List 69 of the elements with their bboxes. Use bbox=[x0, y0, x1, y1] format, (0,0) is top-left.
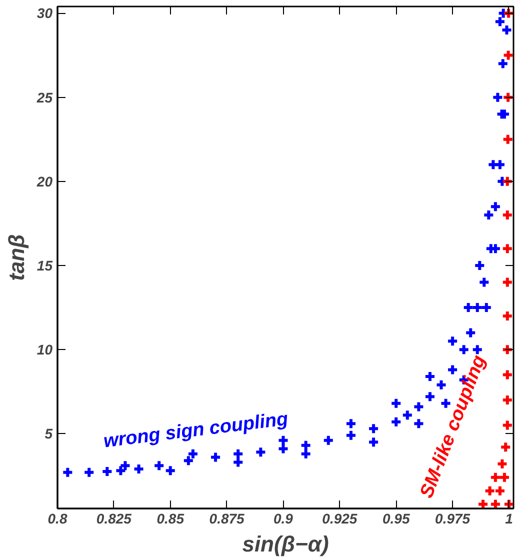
point bbox=[344, 429, 357, 442]
point bbox=[502, 49, 514, 62]
x-tick-label: 0.975 bbox=[435, 510, 470, 526]
point bbox=[501, 242, 514, 255]
point bbox=[424, 390, 436, 403]
point bbox=[477, 498, 490, 508]
point bbox=[412, 400, 425, 413]
y-tick-label: 10 bbox=[36, 342, 53, 358]
point bbox=[164, 464, 176, 477]
point bbox=[471, 344, 484, 356]
y-tick-label: 20 bbox=[36, 173, 53, 190]
y-tick-label: 25 bbox=[36, 89, 53, 106]
x-tick-label: 0.85 bbox=[156, 510, 184, 526]
y-axis-title: tanβ bbox=[4, 234, 29, 281]
point bbox=[464, 326, 477, 339]
point bbox=[210, 451, 222, 464]
point bbox=[489, 471, 502, 484]
x-axis-title: sin(β−α) bbox=[242, 532, 329, 556]
point bbox=[502, 91, 514, 104]
point bbox=[501, 419, 514, 432]
y-tick-label: 15 bbox=[36, 257, 53, 274]
x-tick-label: 0.9 bbox=[274, 510, 294, 526]
point bbox=[487, 158, 500, 171]
x-tick-label: 0.925 bbox=[322, 510, 358, 526]
point bbox=[435, 378, 448, 391]
point bbox=[502, 7, 514, 20]
point bbox=[322, 434, 334, 446]
point bbox=[101, 466, 114, 478]
point bbox=[232, 448, 244, 460]
point bbox=[368, 436, 380, 448]
point bbox=[496, 458, 508, 470]
point bbox=[496, 58, 509, 70]
point bbox=[502, 133, 514, 146]
point bbox=[390, 397, 402, 410]
point bbox=[502, 498, 514, 508]
point bbox=[277, 442, 290, 455]
point bbox=[501, 344, 514, 356]
point bbox=[401, 409, 414, 422]
point bbox=[500, 441, 512, 454]
point bbox=[494, 484, 506, 497]
y-tick-label: 5 bbox=[44, 426, 53, 442]
x-tick-label: 0.8 bbox=[48, 510, 68, 526]
point bbox=[390, 416, 402, 428]
point bbox=[484, 484, 496, 497]
x-tick-label: 0.95 bbox=[382, 510, 410, 526]
point bbox=[83, 466, 96, 478]
point bbox=[501, 175, 514, 188]
point bbox=[489, 498, 502, 508]
point bbox=[492, 91, 504, 104]
point bbox=[458, 344, 470, 356]
point bbox=[254, 446, 267, 458]
point bbox=[501, 276, 514, 288]
point bbox=[478, 276, 490, 288]
text: wrong sign coupling bbox=[102, 408, 290, 452]
point bbox=[446, 335, 459, 348]
point bbox=[62, 466, 74, 478]
point bbox=[501, 368, 514, 381]
point bbox=[300, 448, 312, 460]
x-tick-label: 1 bbox=[505, 510, 514, 526]
point bbox=[412, 418, 425, 430]
x-tick-label: 0.825 bbox=[96, 510, 132, 526]
point bbox=[300, 439, 312, 452]
point bbox=[344, 418, 357, 430]
y-tick-label: 30 bbox=[36, 5, 53, 22]
point bbox=[277, 434, 290, 446]
point bbox=[368, 422, 380, 435]
point bbox=[153, 460, 166, 472]
point bbox=[232, 456, 244, 468]
x-tick-label: 0.875 bbox=[209, 510, 245, 526]
